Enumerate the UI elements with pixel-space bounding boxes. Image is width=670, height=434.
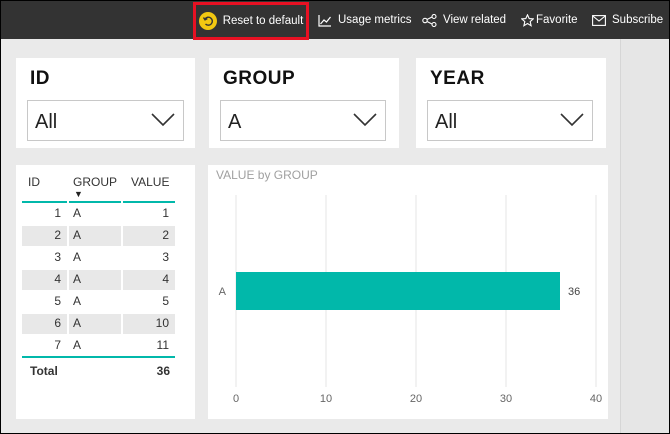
related-nodes-icon xyxy=(422,13,437,27)
header-underline xyxy=(123,201,175,203)
header-underline xyxy=(22,201,67,203)
slicer-group: GROUP A xyxy=(209,58,399,148)
x-tick-label: 10 xyxy=(320,393,332,405)
view-related-button[interactable]: View related xyxy=(422,1,506,39)
slicer-dropdown-year[interactable]: All xyxy=(427,100,593,141)
cell-id: 4 xyxy=(54,272,61,286)
slicer-title: GROUP xyxy=(223,68,296,89)
cell-id: 6 xyxy=(54,316,61,330)
cell-background xyxy=(69,226,121,246)
bar-data-label: 36 xyxy=(568,286,580,298)
cell-value: 2 xyxy=(162,228,169,242)
cell-id: 1 xyxy=(54,206,61,220)
cell-group: A xyxy=(73,294,82,308)
cell-value: 1 xyxy=(162,206,169,220)
slicer-year: YEAR All xyxy=(416,58,606,148)
cell-id: 3 xyxy=(54,250,61,264)
slicer-title: YEAR xyxy=(430,68,485,89)
x-tick-label: 0 xyxy=(233,393,239,405)
usage-metrics-label: Usage metrics xyxy=(338,14,412,26)
cell-group: A xyxy=(73,338,82,352)
cell-value: 11 xyxy=(156,338,169,352)
cell-background xyxy=(69,270,121,290)
favorite-label: Favorite xyxy=(536,14,578,26)
chevron-down-icon xyxy=(560,113,584,127)
cell-id: 5 xyxy=(54,294,61,308)
header-underline xyxy=(69,201,121,203)
total-separator xyxy=(22,356,175,358)
y-category-label: A xyxy=(219,286,227,298)
cell-background xyxy=(123,270,175,290)
total-value: 36 xyxy=(156,364,170,378)
cell-value: 10 xyxy=(155,316,169,330)
reset-to-default-label: Reset to default xyxy=(222,15,304,27)
cell-background xyxy=(22,314,67,334)
cell-group: A xyxy=(73,228,82,242)
sort-descending-icon[interactable]: ▼ xyxy=(74,189,83,199)
cell-background xyxy=(22,270,67,290)
cell-id: 7 xyxy=(54,338,61,352)
column-header-group[interactable]: GROUP xyxy=(73,175,118,189)
cell-value: 4 xyxy=(162,272,169,286)
x-tick-label: 20 xyxy=(410,393,422,405)
data-table: ID GROUP ▼ VALUE 1 A 1 2 A 2 3 A 3 4 A 4 5 A 5 6 A 10 7 A 11… xyxy=(16,165,195,419)
slicer-selected-value: A xyxy=(228,111,242,133)
slicer-selected-value: All xyxy=(35,111,58,133)
bar-chart: 0 10 20 30 40 A 36 xyxy=(219,195,602,405)
line-chart-icon xyxy=(318,14,332,27)
star-icon xyxy=(521,13,534,27)
x-tick-label: 30 xyxy=(500,393,512,405)
slicer-title: ID xyxy=(30,68,50,89)
cell-background xyxy=(69,314,121,334)
cell-group: A xyxy=(73,206,82,220)
subscribe-label: Subscribe xyxy=(612,14,664,26)
cell-value: 5 xyxy=(162,294,169,308)
right-pane-strip xyxy=(620,39,669,433)
cell-value: 3 xyxy=(162,250,169,264)
slicer-id: ID All xyxy=(16,58,195,148)
x-tick-label: 40 xyxy=(590,393,602,405)
favorite-button[interactable]: Favorite xyxy=(521,1,578,39)
table-row[interactable]: 6 A 10 xyxy=(22,313,175,335)
reset-icon xyxy=(198,12,217,30)
cell-background xyxy=(123,226,175,246)
slicer-dropdown-group[interactable]: A xyxy=(220,100,386,141)
total-label: Total xyxy=(30,364,58,378)
column-header-id[interactable]: ID xyxy=(28,175,40,189)
report-toolbar: Reset to default Usage metrics View rela… xyxy=(1,1,669,40)
bar xyxy=(236,272,560,310)
table-row[interactable]: 7 A 11 xyxy=(22,335,175,357)
cell-group: A xyxy=(73,250,82,264)
chart-title: VALUE by GROUP xyxy=(216,168,318,182)
bar-chart-visual: VALUE by GROUP 0 10 20 30 40 A 36 xyxy=(208,165,608,419)
mail-icon xyxy=(592,14,606,26)
chevron-down-icon xyxy=(353,113,377,127)
subscribe-button[interactable]: Subscribe xyxy=(592,1,663,39)
slicer-dropdown-id[interactable]: All xyxy=(27,100,184,141)
cell-id: 2 xyxy=(54,228,61,242)
chevron-down-icon xyxy=(151,113,175,127)
slicer-selected-value: All xyxy=(435,111,458,133)
column-header-value[interactable]: VALUE xyxy=(131,175,170,189)
cell-background xyxy=(123,314,175,334)
cell-group: A xyxy=(73,272,82,286)
cell-background xyxy=(22,226,67,246)
reset-to-default-button[interactable]: Reset to default xyxy=(193,2,309,40)
view-related-label: View related xyxy=(443,14,507,26)
usage-metrics-button[interactable]: Usage metrics xyxy=(318,1,412,39)
cell-group: A xyxy=(73,316,82,330)
